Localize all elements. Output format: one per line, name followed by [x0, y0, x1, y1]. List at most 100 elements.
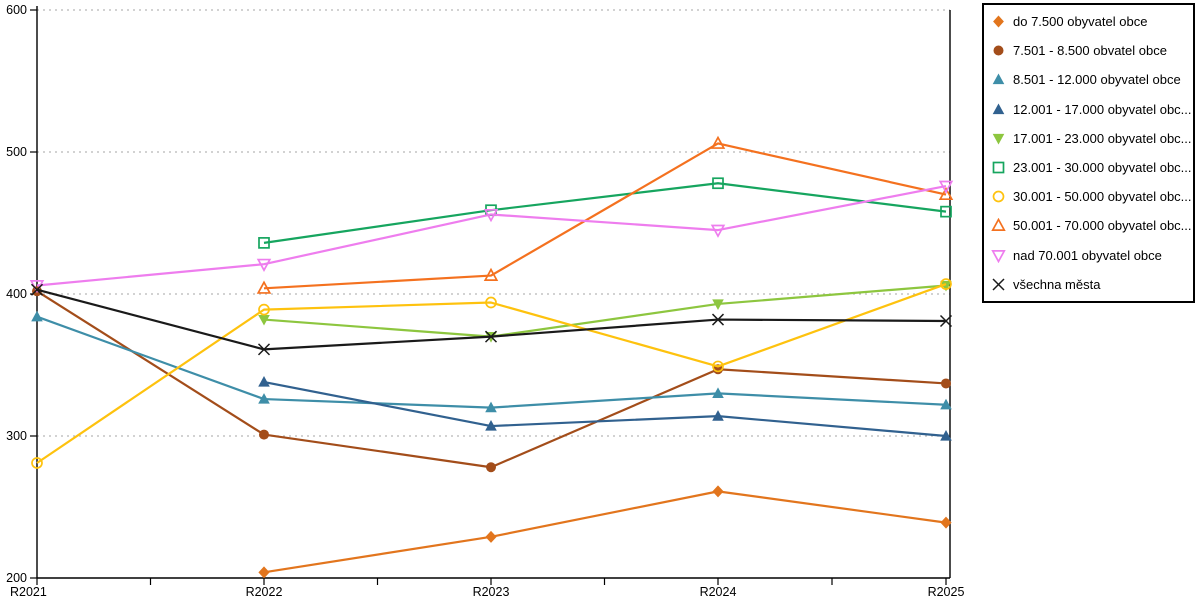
series-marker [485, 420, 497, 431]
triangle-down-marker-icon [992, 133, 1005, 145]
series-marker [712, 485, 724, 498]
y-tick-label: 500 [6, 145, 27, 159]
series-marker [256, 258, 272, 272]
series-marker [483, 267, 499, 281]
legend-label: 23.001 - 30.000 obyvatel obc... [1013, 160, 1192, 176]
series-line [36, 315, 947, 409]
series-line [263, 490, 947, 574]
series-marker [256, 280, 272, 294]
series-marker [31, 457, 43, 469]
legend-item-1: do 7.500 obyvatel obce [991, 14, 1193, 29]
legend-marker-shape [993, 15, 1004, 28]
x-tick-label: R2021 [10, 585, 47, 599]
series-marker [712, 360, 724, 373]
legend-item-3: 8.501 - 12.000 obyvatel obce [991, 72, 1193, 87]
series-line [36, 290, 947, 469]
series-marker [485, 530, 497, 543]
series-marker [485, 296, 497, 309]
legend-marker-shape [992, 161, 1005, 174]
series-marker [258, 237, 270, 249]
legend-label: všechna města [1013, 276, 1101, 292]
series-marker [483, 209, 499, 223]
series-marker [258, 376, 270, 387]
series-marker [258, 393, 270, 404]
series-marker [940, 278, 952, 290]
x-marker-icon [992, 278, 1005, 291]
series-marker [710, 135, 726, 149]
series-marker [258, 303, 270, 316]
legend-item-7: 30.001 - 50.000 obyvatel obc... [991, 189, 1193, 204]
x-tick-label: R2025 [928, 585, 965, 599]
series-marker [258, 314, 270, 326]
legend-label: 7.501 - 8.500 obvatel obce [1013, 43, 1167, 59]
triangle-up-marker-icon [992, 73, 1005, 85]
series-marker [486, 462, 496, 473]
x-tick-label: R2024 [700, 585, 737, 599]
series-marker [940, 205, 952, 218]
series-marker [712, 177, 724, 190]
legend-marker-shape [993, 45, 1004, 56]
series-line [36, 283, 947, 464]
legend-item-2: 7.501 - 8.500 obvatel obce [991, 43, 1193, 58]
legend-marker-shape [992, 73, 1005, 85]
series-marker [712, 387, 724, 398]
legend-label: nad 70.001 obyvatel obce [1013, 247, 1162, 263]
y-tick-label: 400 [6, 287, 27, 301]
legend-item-6: 23.001 - 30.000 obyvatel obc... [991, 160, 1193, 175]
legend-label: do 7.500 obyvatel obce [1013, 14, 1148, 30]
series-marker [484, 330, 498, 343]
series-marker [940, 280, 952, 292]
series-marker [30, 283, 44, 296]
legend-marker-shape [992, 278, 1005, 291]
series-marker [258, 566, 270, 579]
series-line [263, 142, 947, 290]
series-marker [712, 299, 724, 310]
legend-item-10: všechna města [991, 277, 1193, 292]
legend-marker-shape [991, 218, 1006, 232]
square-marker-icon [992, 161, 1005, 174]
legend-label: 50.001 - 70.000 obyvatel obc... [1013, 218, 1192, 234]
series-marker [939, 314, 953, 328]
series-marker [940, 398, 952, 410]
series-marker [31, 310, 43, 322]
series-marker [941, 378, 951, 389]
series-marker [711, 313, 725, 326]
series-line [263, 380, 947, 438]
triangle-down-marker-icon [991, 249, 1006, 263]
x-tick-label: R2022 [246, 585, 283, 599]
legend-item-9: nad 70.001 obyvatel obce [991, 248, 1193, 263]
x-tick-label: R2023 [473, 585, 510, 599]
legend-label: 30.001 - 50.000 obyvatel obc... [1013, 189, 1192, 205]
legend-item-4: 12.001 - 17.000 obyvatel obc... [991, 102, 1193, 117]
series-marker [257, 343, 271, 356]
legend-label: 17.001 - 23.000 obyvatel obc... [1013, 130, 1192, 146]
triangle-up-marker-icon [992, 103, 1005, 114]
legend-marker-shape [992, 133, 1005, 145]
y-tick-label: 300 [6, 429, 27, 443]
series-marker [710, 224, 726, 238]
series-marker [940, 516, 952, 529]
circle-marker-icon [993, 45, 1004, 56]
series-marker [712, 410, 724, 421]
series-marker [938, 186, 954, 201]
series-marker [938, 180, 954, 194]
legend-marker-shape [991, 249, 1006, 263]
series-line [263, 284, 947, 338]
circle-marker-icon [992, 190, 1005, 203]
legend-label: 8.501 - 12.000 obyvatel obce [1013, 72, 1181, 88]
legend-label: 12.001 - 17.000 obyvatel obc... [1013, 101, 1192, 117]
legend-marker-shape [992, 103, 1005, 114]
y-tick-label: 600 [6, 3, 27, 17]
diamond-marker-icon [993, 15, 1004, 28]
series-line [36, 184, 947, 287]
legend-item-5: 17.001 - 23.000 obyvatel obc... [991, 131, 1193, 146]
series-marker [940, 430, 952, 441]
line-chart: 200 300 400 500 600 R2021 R2022 R2023 R2024 R2025 [6, 3, 965, 599]
series-marker [485, 401, 497, 413]
chart-legend: do 7.500 obyvatel obce 7.501 - 8.500 obva… [982, 3, 1195, 303]
series-line [263, 182, 947, 244]
legend-item-8: 50.001 - 70.000 obyvatel obc... [991, 218, 1193, 233]
triangle-up-marker-icon [991, 218, 1006, 232]
y-tick-label: 200 [6, 571, 27, 585]
